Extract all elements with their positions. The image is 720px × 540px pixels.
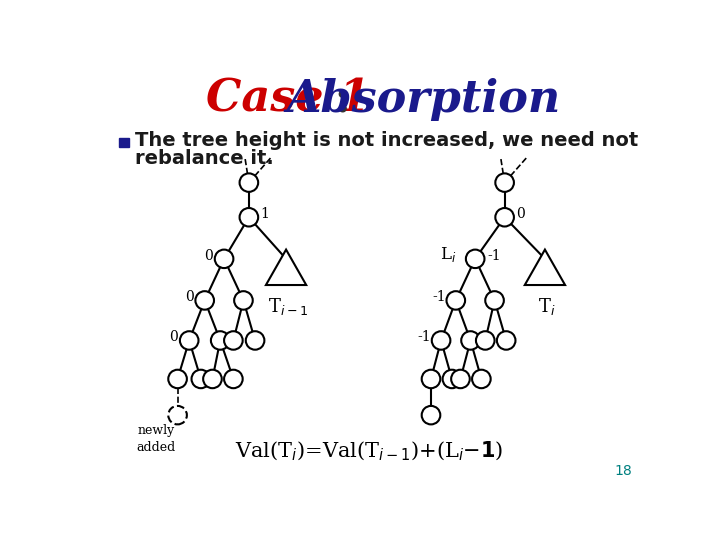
Text: Case 1: Case 1 [206,78,369,121]
Text: -1: -1 [432,291,446,305]
Circle shape [443,370,462,388]
Circle shape [497,331,516,350]
Text: Val(T$_i$)=Val(T$_{i-1}$)+(L$_i$−$\mathbf{1}$): Val(T$_i$)=Val(T$_{i-1}$)+(L$_i$−$\mathb… [235,440,503,463]
Circle shape [234,291,253,309]
Circle shape [472,370,490,388]
Text: -1: -1 [417,330,431,345]
Circle shape [466,249,485,268]
Circle shape [476,331,495,350]
Text: -1: -1 [487,249,500,263]
Circle shape [495,173,514,192]
Text: 18: 18 [615,463,632,477]
Circle shape [495,208,514,226]
Circle shape [451,370,469,388]
Text: T$_{i-1}$: T$_{i-1}$ [268,296,307,317]
Circle shape [168,370,187,388]
Circle shape [203,370,222,388]
Circle shape [246,331,264,350]
Circle shape [240,173,258,192]
Polygon shape [266,249,306,285]
Text: 0: 0 [169,330,178,345]
Text: newly
added: newly added [136,424,176,454]
Text: 0: 0 [516,207,524,221]
Circle shape [446,291,465,309]
Polygon shape [525,249,565,285]
Circle shape [224,370,243,388]
Text: T$_i$: T$_i$ [538,296,555,317]
Circle shape [180,331,199,350]
Text: 0: 0 [204,249,213,263]
Circle shape [215,249,233,268]
Circle shape [240,208,258,226]
Circle shape [422,406,441,424]
Circle shape [192,370,210,388]
Circle shape [211,331,230,350]
Circle shape [422,370,441,388]
Circle shape [224,331,243,350]
Bar [120,138,129,147]
Text: 1: 1 [260,207,269,221]
Circle shape [485,291,504,309]
Text: L$_i$: L$_i$ [440,245,456,264]
Text: Absorption: Absorption [286,78,560,121]
Circle shape [168,406,187,424]
Text: The tree height is not increased, we need not: The tree height is not increased, we nee… [135,131,638,150]
Text: rebalance it.: rebalance it. [135,149,274,168]
Circle shape [195,291,214,309]
Text: :: : [319,78,366,121]
Text: 0: 0 [185,291,194,305]
Circle shape [432,331,451,350]
Circle shape [462,331,480,350]
